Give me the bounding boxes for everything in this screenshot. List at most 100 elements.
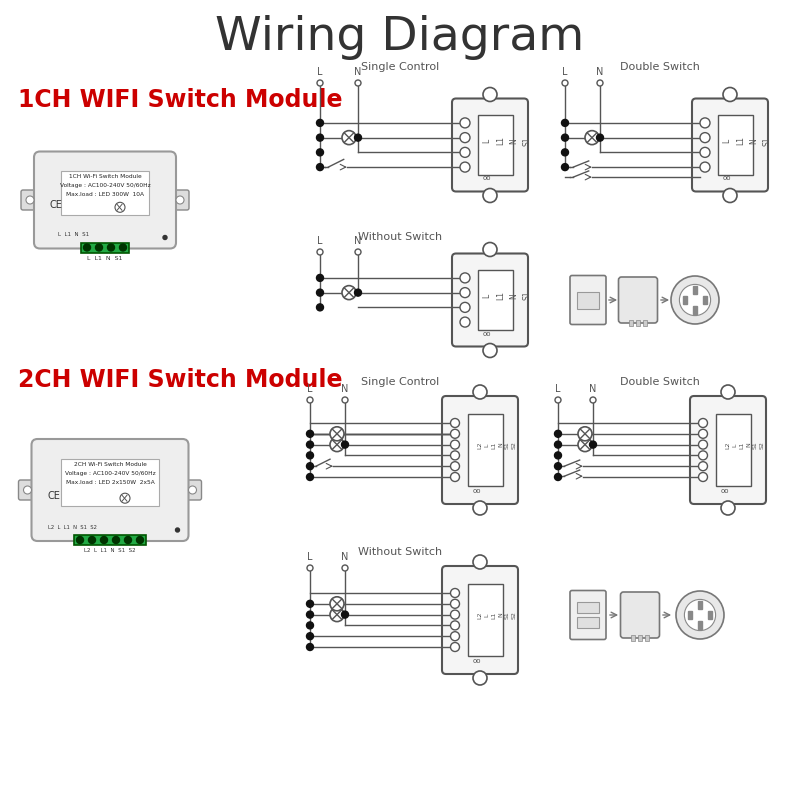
Circle shape (77, 537, 83, 543)
Text: Voltage : AC100-240V 50/60Hz: Voltage : AC100-240V 50/60Hz (65, 471, 155, 476)
Circle shape (723, 87, 737, 102)
Circle shape (723, 189, 737, 202)
Bar (81, 242, 129, 253)
Circle shape (473, 555, 487, 569)
Bar (74, 535, 146, 545)
FancyBboxPatch shape (618, 277, 658, 323)
FancyBboxPatch shape (18, 480, 37, 500)
Text: Voltage : AC100-240V 50/60Hz: Voltage : AC100-240V 50/60Hz (60, 183, 150, 188)
Circle shape (460, 317, 470, 327)
Circle shape (679, 284, 710, 315)
Circle shape (342, 286, 356, 300)
Circle shape (450, 418, 459, 427)
Circle shape (562, 80, 568, 86)
Circle shape (460, 162, 470, 172)
Circle shape (562, 149, 569, 156)
Circle shape (698, 473, 707, 482)
Circle shape (597, 80, 603, 86)
Text: N: N (590, 384, 597, 394)
Circle shape (554, 474, 562, 481)
Circle shape (460, 288, 470, 298)
Text: L2
L
L1
N
S1
S2: L2 L L1 N S1 S2 (725, 441, 765, 449)
Circle shape (101, 537, 107, 543)
Text: Max.load : LED 300W  10A: Max.load : LED 300W 10A (66, 192, 144, 197)
FancyBboxPatch shape (171, 190, 189, 210)
Text: L: L (307, 552, 313, 562)
Circle shape (306, 633, 314, 640)
Text: N: N (342, 552, 349, 562)
Circle shape (460, 147, 470, 158)
Circle shape (306, 441, 314, 448)
Bar (716, 414, 751, 486)
Circle shape (721, 385, 735, 399)
Text: L  L1  N  S1: L L1 N S1 (87, 255, 122, 261)
Text: Wiring Diagram: Wiring Diagram (215, 15, 585, 61)
Circle shape (698, 462, 707, 470)
Text: Double Switch: Double Switch (620, 62, 700, 72)
Circle shape (585, 130, 599, 145)
Circle shape (460, 133, 470, 142)
Circle shape (698, 430, 707, 438)
Circle shape (555, 397, 561, 403)
Circle shape (473, 385, 487, 399)
Text: N: N (596, 67, 604, 77)
Circle shape (597, 134, 603, 141)
Bar (629, 320, 633, 326)
Text: CE: CE (50, 200, 63, 210)
Circle shape (562, 134, 569, 141)
FancyBboxPatch shape (621, 592, 659, 638)
Circle shape (450, 632, 459, 641)
Circle shape (306, 643, 314, 650)
FancyBboxPatch shape (442, 566, 518, 674)
FancyBboxPatch shape (570, 590, 606, 639)
Bar (688, 611, 692, 619)
Bar (698, 602, 702, 610)
Circle shape (460, 302, 470, 312)
Bar (468, 414, 503, 486)
Bar (698, 621, 702, 629)
Text: oo: oo (720, 488, 729, 494)
Circle shape (317, 149, 323, 156)
Text: L: L (562, 67, 568, 77)
Circle shape (342, 397, 348, 403)
Circle shape (330, 427, 344, 441)
Circle shape (450, 621, 459, 630)
Circle shape (342, 130, 356, 145)
Circle shape (700, 133, 710, 142)
Circle shape (676, 591, 724, 639)
Circle shape (113, 537, 119, 543)
Text: N: N (354, 236, 362, 246)
Text: Without Switch: Without Switch (358, 232, 442, 242)
Circle shape (700, 118, 710, 128)
Circle shape (317, 274, 323, 282)
Circle shape (473, 671, 487, 685)
Text: L: L (318, 236, 322, 246)
Circle shape (23, 486, 31, 494)
Circle shape (95, 244, 102, 251)
Circle shape (450, 589, 459, 598)
Bar (61, 459, 159, 506)
Text: Max.load : LED 2x150W  2x5A: Max.load : LED 2x150W 2x5A (66, 480, 154, 486)
Circle shape (175, 528, 179, 532)
FancyBboxPatch shape (570, 275, 606, 325)
Circle shape (355, 80, 361, 86)
Circle shape (125, 537, 131, 543)
Circle shape (700, 162, 710, 172)
Text: L: L (555, 384, 561, 394)
Circle shape (317, 119, 323, 126)
Circle shape (307, 397, 313, 403)
Circle shape (483, 343, 497, 358)
Circle shape (189, 486, 197, 494)
Circle shape (120, 493, 130, 503)
Circle shape (317, 304, 323, 311)
Bar (478, 270, 513, 330)
Bar (631, 635, 635, 641)
Circle shape (698, 440, 707, 449)
FancyBboxPatch shape (21, 190, 39, 210)
Circle shape (483, 189, 497, 202)
Circle shape (115, 202, 125, 212)
Circle shape (330, 438, 344, 451)
Circle shape (354, 134, 362, 141)
Circle shape (342, 441, 349, 448)
Bar (478, 115, 513, 174)
